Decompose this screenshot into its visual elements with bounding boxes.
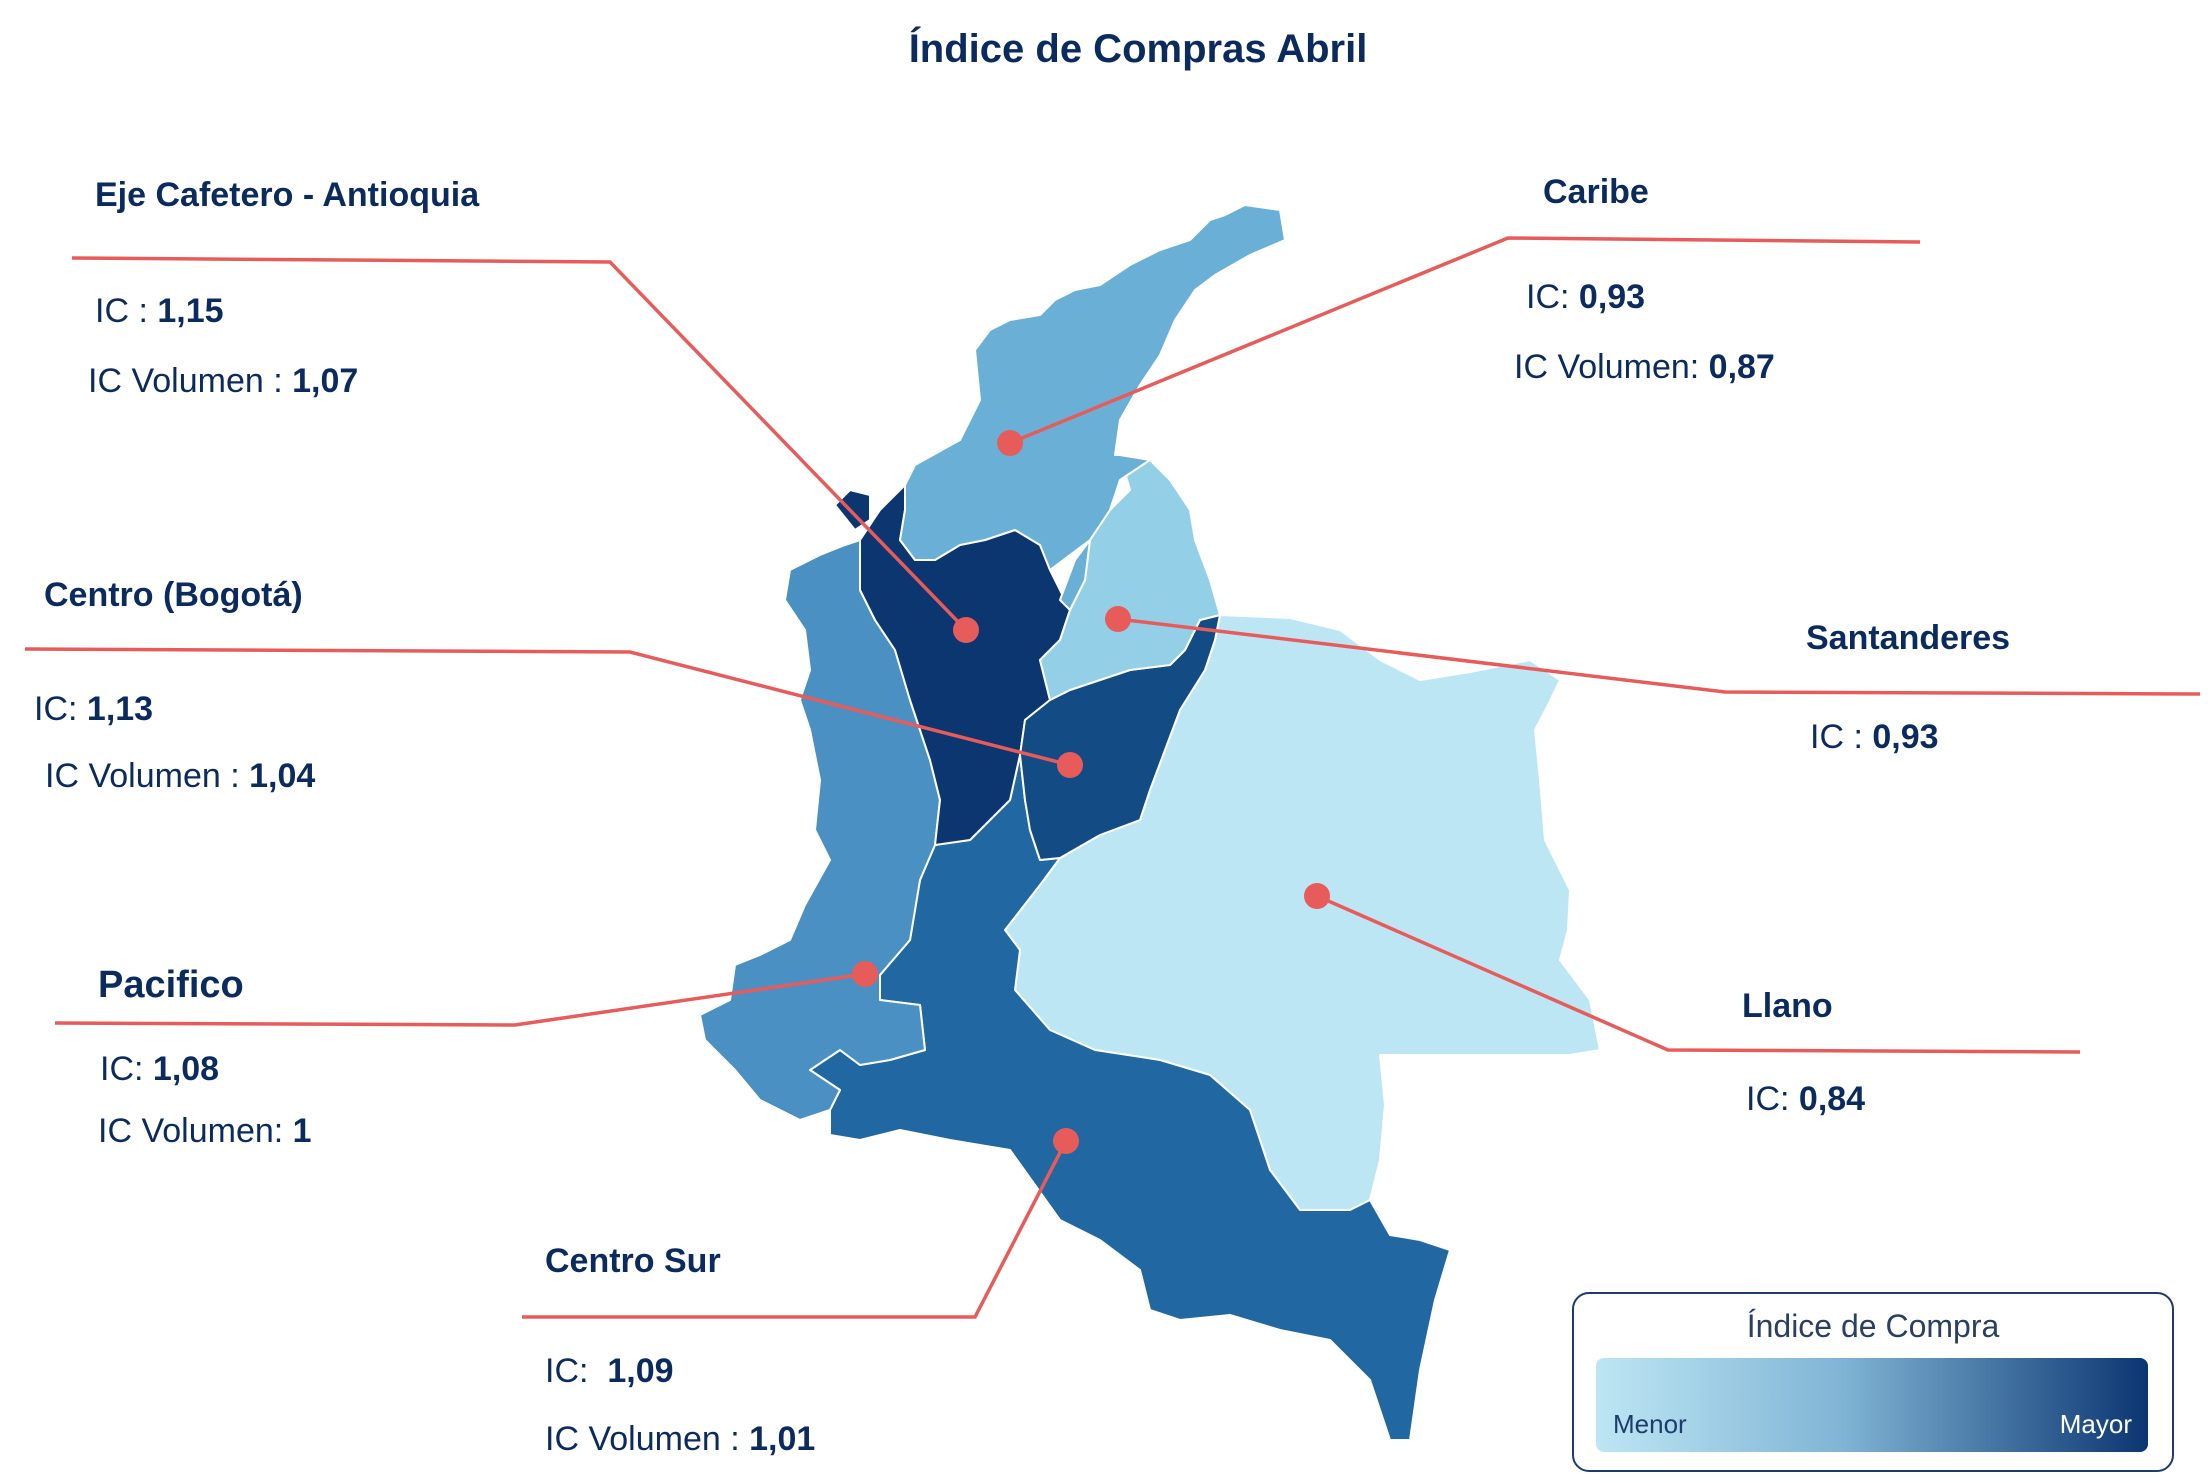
ic-volumen-label: IC Volumen :	[45, 757, 249, 795]
ic-label: IC :	[1810, 718, 1872, 756]
ic-value: 0,84	[1799, 1080, 1865, 1118]
ic-label: IC:	[100, 1050, 153, 1088]
legend-title: Índice de Compra	[1747, 1308, 2000, 1344]
ic-line: IC: 0,93	[1526, 278, 1645, 316]
ic-volumen-line: IC Volumen: 0,87	[1514, 348, 1775, 386]
region-name: Centro Sur	[545, 1242, 721, 1280]
label-pacifico: Pacifico IC: 1,08 IC Volumen: 1	[98, 964, 312, 1150]
ic-volumen-value: 0,87	[1709, 348, 1775, 386]
ic-line: IC: 1,09	[545, 1352, 674, 1390]
ic-value: 0,93	[1579, 278, 1645, 316]
marker-llano[interactable]	[1304, 883, 1330, 909]
leader-line-santanderes	[1117, 617, 2201, 696]
region-name: Centro (Bogotá)	[44, 576, 303, 614]
ic-volumen-value: 1	[293, 1112, 312, 1150]
marker-centro-sur[interactable]	[1053, 1128, 1079, 1154]
ic-line: IC: 1,08	[100, 1050, 219, 1088]
label-eje-cafetero: Eje Cafetero - Antioquia IC : 1,15 IC Vo…	[88, 176, 480, 400]
ic-volumen-label: IC Volumen :	[88, 362, 292, 400]
legend-gradient-bar	[1596, 1358, 2148, 1452]
ic-value: 1,09	[607, 1352, 673, 1390]
ic-line: IC : 1,15	[95, 292, 224, 330]
label-llano: Llano IC: 0,84	[1742, 987, 1865, 1118]
region-name: Pacifico	[98, 964, 244, 1006]
region-name: Santanderes	[1806, 619, 2010, 657]
leader-line-centro	[24, 647, 1071, 767]
ic-label: IC :	[95, 292, 157, 330]
legend-high-label: Mayor	[2060, 1409, 2133, 1439]
ic-volumen-value: 1,01	[749, 1420, 815, 1458]
legend-low-label: Menor	[1613, 1409, 1687, 1439]
ic-volumen-line: IC Volumen : 1,01	[545, 1420, 815, 1458]
label-santanderes: Santanderes IC : 0,93	[1806, 619, 2010, 756]
region-name: Llano	[1742, 987, 1833, 1025]
label-centro-sur: Centro Sur IC: 1,09 IC Volumen : 1,01	[545, 1242, 815, 1458]
ic-line: IC : 0,93	[1810, 718, 1939, 756]
ic-value: 1,15	[157, 292, 223, 330]
marker-caribe[interactable]	[997, 430, 1023, 456]
leader-line-centro-sur	[522, 1140, 1068, 1319]
region-markers	[852, 430, 1330, 1154]
ic-volumen-label: IC Volumen:	[98, 1112, 293, 1150]
marker-santanderes[interactable]	[1105, 606, 1131, 632]
marker-centro[interactable]	[1057, 752, 1083, 778]
ic-volumen-label: IC Volumen:	[1514, 348, 1709, 386]
colombia-map	[699, 204, 1601, 1441]
leader-line-llano	[1316, 894, 2081, 1054]
ic-volumen-line: IC Volumen : 1,04	[45, 757, 315, 795]
ic-value: 1,13	[87, 690, 153, 728]
leader-line-pacifico	[54, 972, 866, 1027]
ic-label: IC:	[1746, 1080, 1799, 1118]
leader-line-caribe	[1009, 236, 1921, 445]
ic-label: IC:	[1526, 278, 1579, 316]
ic-volumen-value: 1,04	[249, 757, 315, 795]
map-title: Índice de Compras Abril	[909, 26, 1368, 71]
marker-eje-cafetero[interactable]	[953, 617, 979, 643]
leader-line-eje-cafetero	[71, 256, 968, 632]
ic-volumen-line: IC Volumen: 1	[98, 1112, 312, 1150]
ic-line: IC: 1,13	[34, 690, 153, 728]
region-name: Caribe	[1543, 173, 1649, 211]
ic-value: 0,93	[1872, 718, 1938, 756]
label-centro: Centro (Bogotá) IC: 1,13 IC Volumen : 1,…	[34, 576, 315, 795]
ic-volumen-value: 1,07	[292, 362, 358, 400]
ic-label: IC:	[545, 1352, 607, 1390]
label-caribe: Caribe IC: 0,93 IC Volumen: 0,87	[1514, 173, 1775, 386]
ic-volumen-line: IC Volumen : 1,07	[88, 362, 358, 400]
region-name: Eje Cafetero - Antioquia	[95, 176, 480, 214]
leader-lines	[24, 236, 2201, 1319]
ic-value: 1,08	[153, 1050, 219, 1088]
ic-line: IC: 0,84	[1746, 1080, 1865, 1118]
marker-pacifico[interactable]	[852, 961, 878, 987]
ic-label: IC:	[34, 690, 87, 728]
ic-volumen-label: IC Volumen :	[545, 1420, 749, 1458]
legend: Índice de Compra Menor Mayor	[1572, 1292, 2174, 1472]
